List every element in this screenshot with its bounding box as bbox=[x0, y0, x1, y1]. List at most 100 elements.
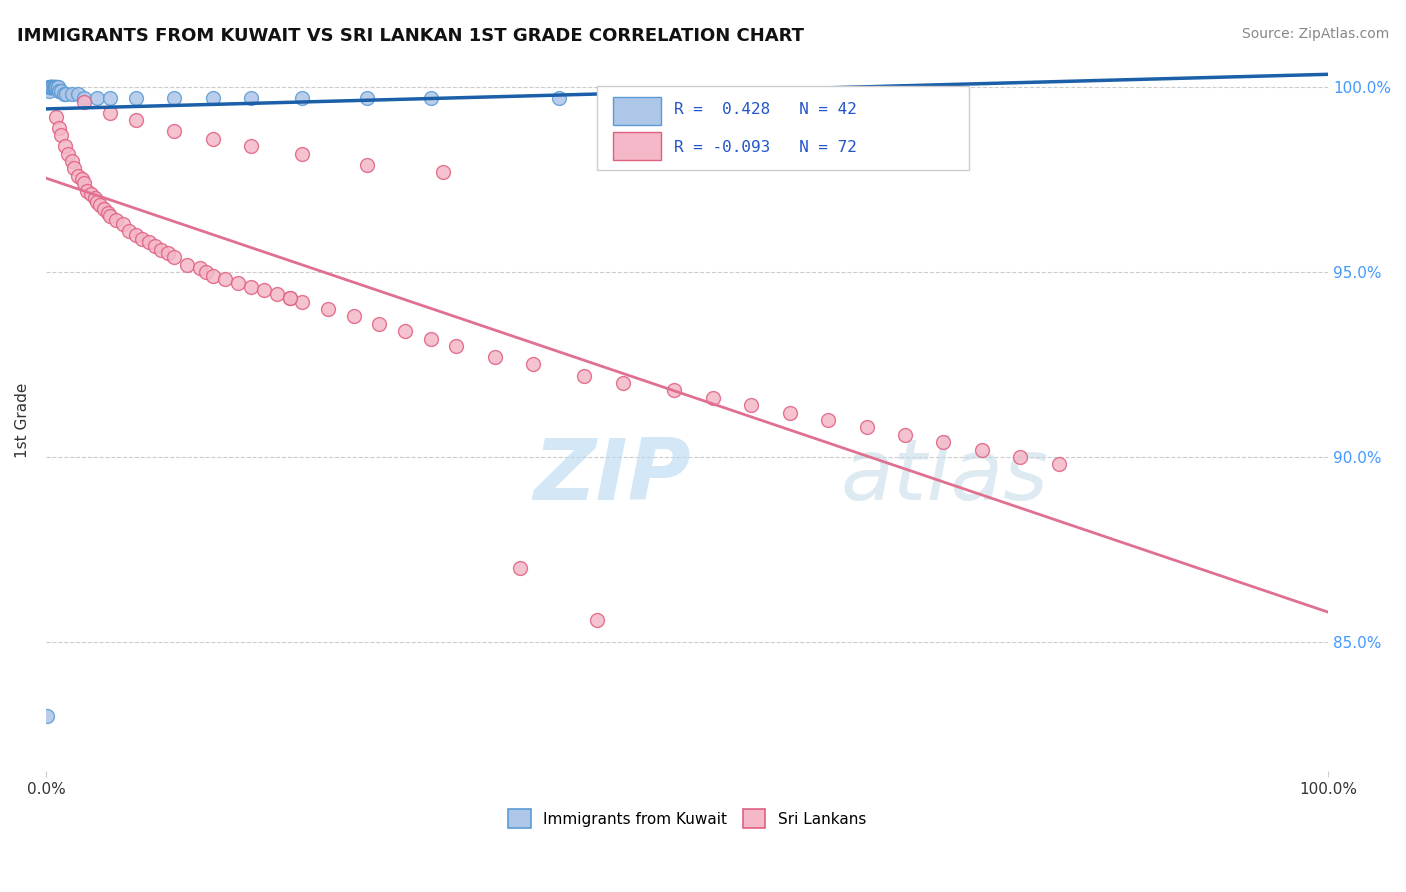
Point bbox=[48, 120, 70, 135]
Point bbox=[125, 227, 148, 242]
Point bbox=[740, 87, 762, 102]
Point bbox=[868, 87, 890, 102]
Point bbox=[201, 268, 224, 283]
Point bbox=[612, 376, 634, 390]
Point bbox=[201, 132, 224, 146]
Point bbox=[278, 291, 301, 305]
Point bbox=[51, 84, 73, 98]
Point bbox=[419, 332, 441, 346]
Point bbox=[83, 191, 105, 205]
Point bbox=[1047, 458, 1070, 472]
Point bbox=[73, 91, 96, 105]
Point bbox=[46, 80, 69, 95]
Point bbox=[51, 128, 73, 142]
Point bbox=[855, 420, 877, 434]
Point bbox=[37, 709, 59, 723]
Point bbox=[150, 243, 173, 257]
Point bbox=[446, 339, 468, 353]
Point bbox=[66, 87, 89, 102]
Point bbox=[131, 232, 153, 246]
Point bbox=[105, 213, 128, 227]
Point bbox=[41, 80, 63, 95]
Point bbox=[195, 265, 218, 279]
Point bbox=[163, 91, 186, 105]
Point bbox=[48, 84, 70, 98]
Point bbox=[278, 291, 301, 305]
Point bbox=[38, 80, 60, 95]
Point bbox=[89, 198, 111, 212]
Point bbox=[52, 87, 75, 102]
FancyBboxPatch shape bbox=[613, 132, 661, 160]
Point bbox=[253, 284, 276, 298]
Point bbox=[201, 91, 224, 105]
Text: R =  0.428   N = 42: R = 0.428 N = 42 bbox=[675, 102, 858, 117]
Point bbox=[1010, 450, 1032, 464]
Point bbox=[368, 317, 391, 331]
Point bbox=[73, 176, 96, 190]
Point bbox=[932, 435, 955, 450]
Point bbox=[38, 84, 60, 98]
Legend: Immigrants from Kuwait, Sri Lankans: Immigrants from Kuwait, Sri Lankans bbox=[502, 803, 872, 834]
Point bbox=[226, 276, 249, 290]
Text: ZIP: ZIP bbox=[533, 434, 690, 517]
Point bbox=[664, 384, 686, 398]
Point bbox=[176, 258, 198, 272]
Point bbox=[316, 301, 339, 316]
Point bbox=[156, 246, 179, 260]
Point bbox=[522, 358, 544, 372]
Point bbox=[394, 324, 416, 338]
Point bbox=[484, 350, 506, 364]
Point bbox=[509, 561, 531, 575]
Point bbox=[432, 165, 454, 179]
Point bbox=[291, 91, 314, 105]
Point bbox=[356, 91, 378, 105]
Point bbox=[291, 294, 314, 309]
Point bbox=[66, 169, 89, 183]
Point bbox=[356, 158, 378, 172]
Point bbox=[894, 427, 917, 442]
Point bbox=[63, 161, 86, 176]
Point bbox=[214, 272, 236, 286]
Point bbox=[188, 261, 211, 276]
Point bbox=[574, 368, 596, 383]
Point bbox=[76, 184, 98, 198]
Point bbox=[343, 310, 366, 324]
Point bbox=[45, 110, 67, 124]
Point bbox=[44, 80, 66, 95]
Point bbox=[41, 80, 63, 95]
Text: atlas: atlas bbox=[841, 434, 1049, 517]
Point bbox=[60, 153, 83, 168]
Text: IMMIGRANTS FROM KUWAIT VS SRI LANKAN 1ST GRADE CORRELATION CHART: IMMIGRANTS FROM KUWAIT VS SRI LANKAN 1ST… bbox=[17, 27, 804, 45]
Point bbox=[86, 91, 108, 105]
Point bbox=[740, 398, 762, 412]
Point bbox=[98, 91, 121, 105]
Point bbox=[39, 80, 62, 95]
Point bbox=[80, 187, 103, 202]
Point bbox=[41, 80, 63, 95]
Point bbox=[55, 87, 77, 102]
FancyBboxPatch shape bbox=[613, 96, 661, 125]
Point bbox=[44, 80, 66, 95]
Point bbox=[42, 80, 65, 95]
Point bbox=[42, 80, 65, 95]
Point bbox=[86, 194, 108, 209]
Point bbox=[143, 239, 166, 253]
Point bbox=[586, 613, 609, 627]
Point bbox=[38, 80, 60, 95]
Point bbox=[125, 113, 148, 128]
Point bbox=[547, 91, 569, 105]
FancyBboxPatch shape bbox=[598, 87, 969, 170]
Point bbox=[46, 80, 69, 95]
Point bbox=[125, 91, 148, 105]
Text: Source: ZipAtlas.com: Source: ZipAtlas.com bbox=[1241, 27, 1389, 41]
Point bbox=[96, 206, 118, 220]
Y-axis label: 1st Grade: 1st Grade bbox=[15, 383, 30, 458]
Point bbox=[45, 80, 67, 95]
Point bbox=[39, 80, 62, 95]
Point bbox=[240, 139, 263, 153]
Point bbox=[56, 146, 79, 161]
Point bbox=[779, 405, 801, 419]
Point bbox=[118, 224, 141, 238]
Point bbox=[38, 80, 60, 95]
Point bbox=[817, 413, 839, 427]
